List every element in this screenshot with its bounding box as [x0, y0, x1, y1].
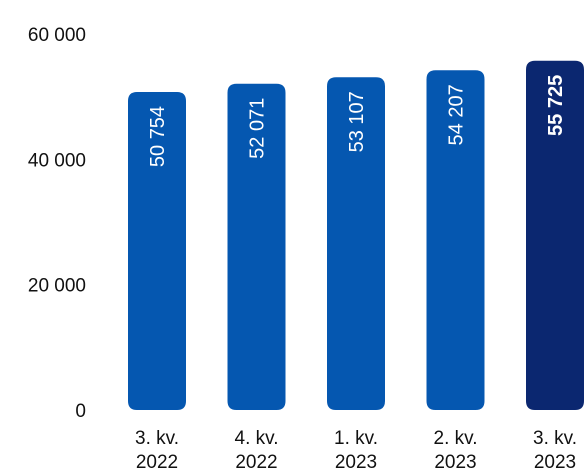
x-category-label-line2: 2023: [434, 452, 476, 473]
x-category-label-line2: 2022: [235, 452, 277, 473]
x-category-label-line1: 3. kv.: [533, 428, 577, 449]
x-category-label-line2: 2023: [335, 452, 377, 473]
bar-2: [227, 83, 286, 410]
x-category-label-line2: 2022: [136, 452, 178, 473]
x-category-label-line1: 3. kv.: [135, 428, 179, 449]
x-category-label-line1: 1. kv.: [334, 428, 378, 449]
bar-value-label: 55 725: [545, 75, 567, 136]
y-tick-label: 0: [75, 401, 86, 422]
bar-value-label: 54 207: [446, 84, 468, 145]
x-category-label-line1: 2. kv.: [434, 428, 478, 449]
y-tick-label: 40 000: [28, 150, 86, 171]
x-category-label-line2: 2023: [534, 452, 576, 473]
bar-value-label: 50 754: [147, 106, 169, 167]
y-tick-label: 60 000: [28, 25, 86, 46]
x-category-label-line1: 4. kv.: [235, 428, 279, 449]
bar-value-label: 52 071: [247, 98, 269, 159]
bar-4: [426, 70, 485, 411]
bar-3: [327, 77, 385, 410]
bar-value-label: 53 107: [346, 91, 368, 152]
bar-1: [128, 91, 186, 411]
bar-5: [526, 60, 584, 410]
y-tick-label: 20 000: [28, 276, 86, 297]
